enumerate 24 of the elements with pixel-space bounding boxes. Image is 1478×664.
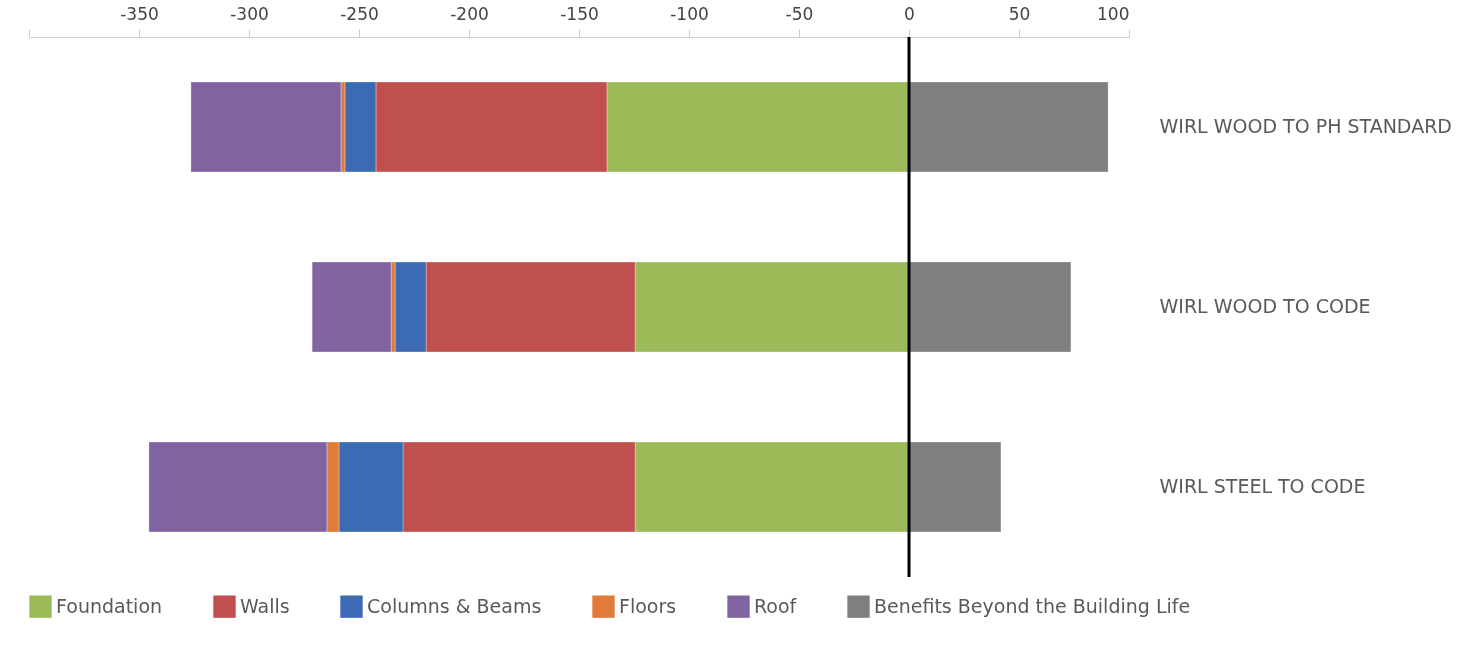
x-tick-label: 50	[1008, 3, 1031, 24]
x-tick-label: -50	[785, 3, 814, 24]
x-tick-label: -250	[340, 3, 379, 24]
y-tick-label: WIRL STEEL TO CODE	[1159, 475, 1366, 497]
y-tick-label: WIRL WOOD TO CODE	[1159, 295, 1371, 317]
x-tick-label: -300	[230, 3, 269, 24]
legend-label: Columns & Beams	[367, 594, 542, 617]
bar	[908, 441, 1002, 533]
legend-label: Walls	[240, 594, 290, 617]
x-tick-label: -100	[670, 3, 709, 24]
legend-label: Roof	[754, 594, 798, 617]
bar	[311, 261, 392, 353]
y-tick-label: WIRL WOOD TO PH STANDARD	[1159, 115, 1452, 137]
x-tick-label: -150	[560, 3, 599, 24]
legend-label: Foundation	[56, 594, 163, 617]
legend-label: Floors	[619, 594, 677, 617]
bar	[908, 81, 1109, 173]
x-tick-label: -200	[450, 3, 489, 24]
legend-label: Benefits Beyond the Building Life	[874, 594, 1191, 617]
x-tick-label: -350	[120, 3, 159, 24]
bar	[908, 261, 1072, 353]
x-tick-label: 100	[1097, 3, 1130, 24]
x-tick-label: 0	[904, 3, 915, 24]
bar	[190, 81, 342, 173]
